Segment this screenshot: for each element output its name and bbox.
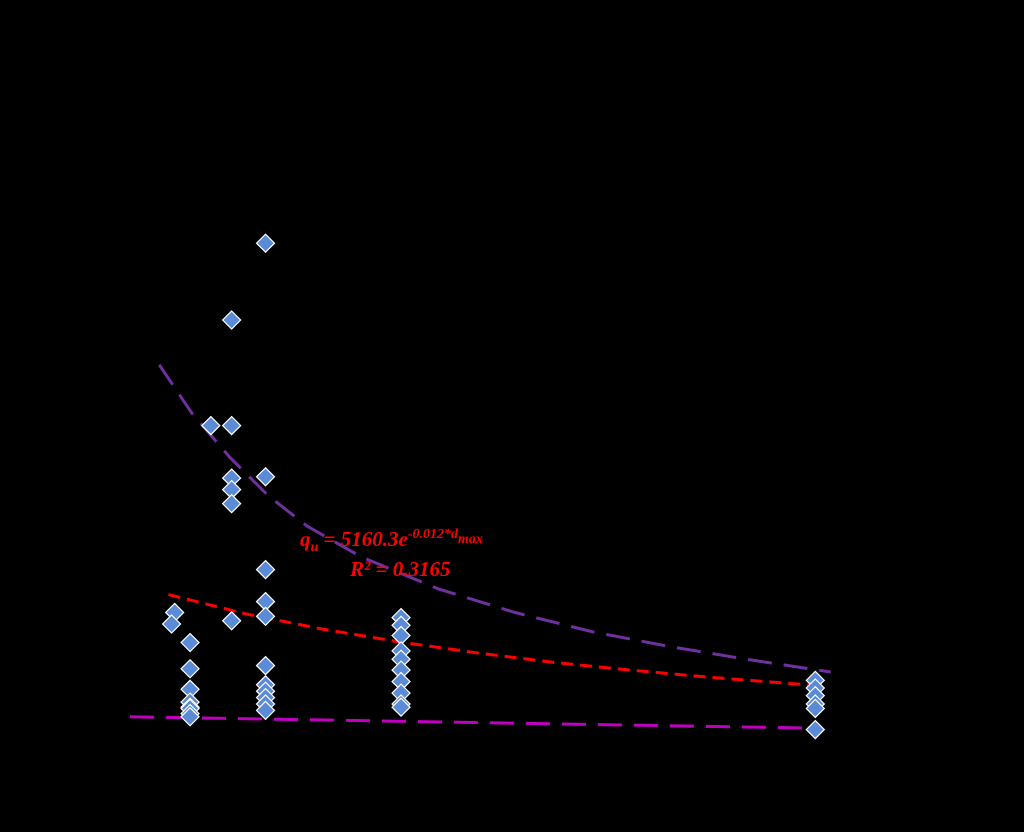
- data-point: [180, 706, 200, 727]
- equation-subscript: u: [311, 540, 319, 555]
- data-point: [221, 310, 242, 330]
- equation-exponent: -0.012*d: [408, 527, 459, 542]
- data-point-layer: [161, 233, 826, 740]
- trendline-lower-envelope: [129, 715, 824, 730]
- data-point: [255, 559, 276, 580]
- data-point: [255, 700, 276, 721]
- equation-body: = 5160.3e: [318, 527, 408, 551]
- data-point: [255, 466, 276, 487]
- fit-annotation: qu = 5160.3e-0.012*dmax R² = 0.3165: [300, 527, 483, 581]
- data-point: [255, 606, 276, 627]
- trendline-upper-envelope: [158, 363, 831, 674]
- data-point: [805, 698, 826, 719]
- data-point: [255, 233, 276, 254]
- data-point: [221, 610, 242, 631]
- equation-exponent-subscript: max: [458, 532, 483, 547]
- data-point: [805, 719, 826, 740]
- data-point: [161, 614, 182, 634]
- data-point: [201, 415, 221, 436]
- equation-symbol: q: [300, 527, 311, 551]
- data-point: [180, 632, 200, 653]
- data-point: [255, 655, 276, 676]
- fit-equation: qu = 5160.3e-0.012*dmax: [300, 527, 483, 555]
- r-squared-label: R² = 0.3165: [349, 557, 451, 581]
- data-point: [221, 415, 242, 436]
- data-point: [221, 493, 242, 514]
- data-point: [180, 658, 200, 679]
- data-point: [391, 697, 411, 718]
